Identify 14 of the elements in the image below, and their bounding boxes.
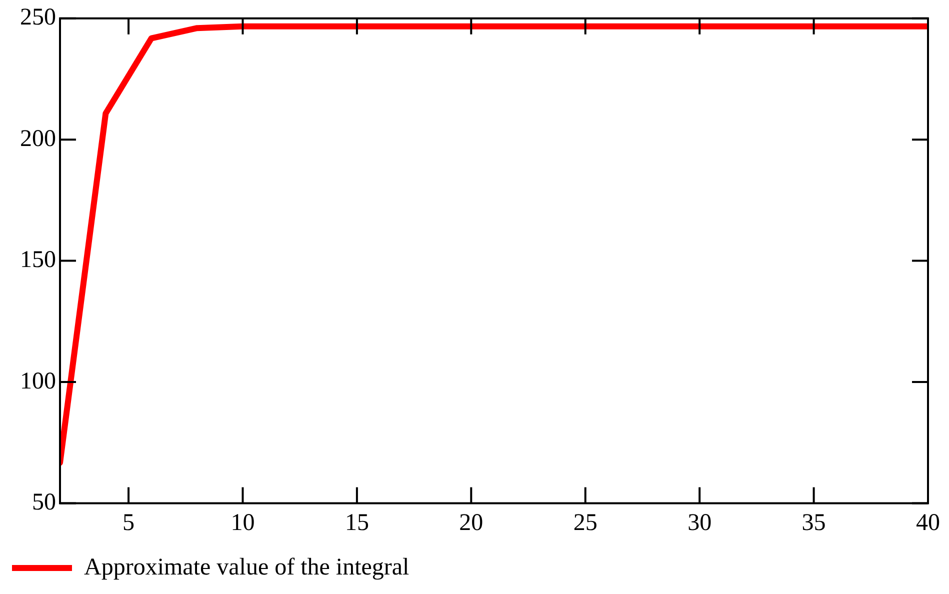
y-tick-label: 250 [20, 4, 56, 31]
x-tick-label: 10 [230, 510, 255, 536]
x-tick-label: 5 [122, 510, 135, 536]
y-tick-label: 200 [20, 126, 56, 152]
x-tick-label: 40 [916, 510, 940, 536]
y-tick-label: 150 [20, 247, 56, 274]
y-tick-label: 50 [32, 489, 56, 516]
x-tick-label: 30 [688, 510, 712, 536]
x-tick-label: 15 [344, 510, 369, 536]
x-tick-label: 20 [459, 510, 484, 536]
legend-label: Approximate value of the integral [84, 554, 410, 580]
y-tick-label: 100 [20, 368, 56, 394]
x-tick-label: 35 [802, 510, 826, 536]
x-tick-label: 25 [573, 510, 598, 536]
